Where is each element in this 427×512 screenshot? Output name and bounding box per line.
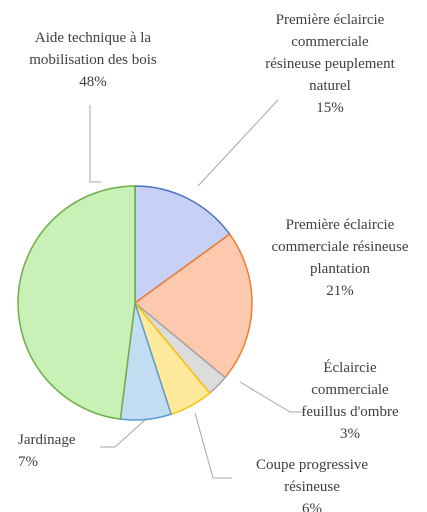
category-label: Aide technique à la mobilisation des boi… <box>29 30 157 68</box>
pie-slice <box>134 185 231 305</box>
slice-label: Éclaircie commerciale feuillus d'ombre 3% <box>290 357 410 445</box>
slice-label: Première éclaircie commerciale résineuse… <box>260 214 420 302</box>
value-label: 21% <box>326 283 354 299</box>
value-label: 3% <box>340 426 360 442</box>
leader-line <box>89 105 101 183</box>
category-label: Première éclaircie commerciale résineuse… <box>265 12 395 94</box>
value-label: 6% <box>302 501 322 512</box>
value-label: 48% <box>79 74 107 90</box>
value-label: 7% <box>18 454 38 470</box>
leader-line <box>100 419 146 448</box>
pie-slice <box>133 233 253 379</box>
slice-label: Aide technique à la mobilisation des boi… <box>8 27 178 93</box>
category-label: Coupe progressive résineuse <box>255 457 369 495</box>
slice-label: Jardinage 7% <box>18 429 98 473</box>
leader-line <box>239 381 305 413</box>
category-label: Jardinage <box>18 432 76 448</box>
leader-line <box>194 412 232 479</box>
category-label: Éclaircie commerciale feuillus d'ombre <box>301 360 399 420</box>
slice-label: Première éclaircie commerciale résineuse… <box>262 9 398 119</box>
leader-line <box>197 99 279 187</box>
pie-slice <box>17 185 136 420</box>
value-label: 15% <box>316 100 344 116</box>
category-label: Première éclaircie commerciale résineuse… <box>271 217 409 277</box>
slice-label: Coupe progressive résineuse 6% <box>232 454 392 512</box>
